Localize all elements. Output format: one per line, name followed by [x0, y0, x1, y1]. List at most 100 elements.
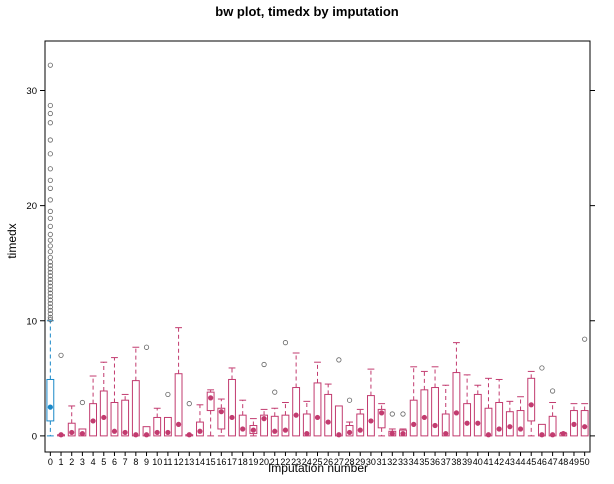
box-imputed-37 [441, 384, 450, 437]
median-dot [154, 429, 160, 436]
x-tick-label: 4 [91, 457, 96, 467]
box-imputed-42 [495, 378, 504, 437]
median-dot [282, 427, 289, 433]
box-iqr [131, 380, 140, 437]
median-dot [582, 424, 588, 430]
box-imputed-29 [356, 408, 365, 437]
outlier-point [47, 317, 53, 323]
x-tick-label: 34 [409, 457, 419, 467]
x-tick-label: 28 [345, 457, 355, 467]
median-dot [111, 428, 118, 434]
box-imputed-9 [142, 344, 151, 438]
median-dot [571, 421, 577, 427]
outlier-point [47, 300, 53, 307]
box-iqr [163, 416, 172, 437]
outlier-point [47, 290, 53, 296]
outlier-point [47, 185, 53, 191]
outlier-point [47, 197, 53, 203]
box-iqr [270, 415, 279, 437]
box-imputed-8 [131, 346, 140, 438]
box-iqr [238, 414, 247, 437]
outlier-point [47, 314, 53, 320]
box-iqr [174, 373, 183, 437]
median-dot [293, 412, 299, 418]
y-tick-label: 0 [32, 431, 37, 442]
box-imputed-1 [57, 352, 65, 438]
box-imputed-46 [537, 365, 546, 438]
median-dot [357, 427, 363, 433]
box-imputed-20 [260, 361, 268, 437]
x-tick-label: 13 [184, 457, 194, 467]
x-tick-label: 18 [238, 457, 248, 467]
outlier-point [47, 266, 53, 272]
box-imputed-15 [206, 389, 215, 437]
outlier-point [47, 62, 53, 68]
box-iqr [409, 399, 418, 437]
box-iqr [228, 378, 236, 437]
box-iqr [516, 410, 525, 437]
outlier-point [282, 340, 289, 346]
box-imputed-18 [238, 399, 247, 437]
box-imputed-24 [302, 400, 311, 437]
median-dot [379, 410, 385, 416]
y-axis-label: timedx [5, 223, 19, 258]
outlier-point [47, 249, 53, 255]
box-iqr [527, 377, 536, 422]
box-iqr [206, 391, 215, 412]
x-tick-label: 31 [377, 457, 387, 467]
outlier-point [400, 411, 406, 417]
outlier-point [272, 389, 278, 395]
box-imputed-30 [367, 368, 375, 437]
box-imputed-50 [580, 336, 589, 437]
outlier-point [389, 411, 395, 417]
box-imputed-43 [505, 400, 514, 437]
x-tick-label: 44 [516, 457, 526, 467]
x-tick-label: 47 [548, 457, 558, 467]
median-dot [304, 430, 310, 437]
x-tick-label: 20 [259, 457, 269, 467]
box-imputed-2 [67, 405, 76, 437]
median-dot [208, 395, 214, 401]
x-tick-label: 21 [270, 457, 280, 467]
box-iqr [580, 410, 589, 437]
median-dot [539, 432, 545, 438]
chart-title: bw plot, timedx by imputation [215, 4, 399, 19]
box-iqr [281, 414, 290, 437]
outlier-point [47, 287, 53, 293]
outlier-point [186, 401, 192, 407]
x-tick-label: 46 [537, 457, 547, 467]
box-iqr [324, 393, 333, 437]
median-dot [549, 432, 556, 438]
x-tick-label: 45 [526, 457, 536, 467]
box-imputed-7 [121, 393, 130, 437]
box-iqr [570, 410, 578, 437]
box-imputed-6 [110, 357, 119, 437]
median-dot [389, 430, 395, 437]
outlier-point [47, 297, 53, 303]
median-dot [58, 432, 64, 438]
box-iqr [67, 422, 76, 437]
x-tick-label: 26 [323, 457, 333, 467]
box-iqr [367, 395, 375, 437]
x-tick-label: 2 [69, 457, 74, 467]
outlier-point [47, 231, 53, 238]
y-tick-label: 10 [26, 316, 37, 327]
median-dot [90, 418, 96, 424]
box-iqr [260, 414, 268, 437]
median-dot [186, 432, 192, 438]
box-iqr [452, 372, 461, 437]
x-tick-label: 3 [80, 457, 85, 467]
outlier-point [143, 344, 150, 350]
box-iqr [484, 407, 493, 437]
outlier-point [549, 388, 556, 394]
outlier-point [47, 304, 53, 310]
median-dot [175, 421, 182, 427]
outlier-point [47, 311, 53, 317]
outlier-point [47, 307, 53, 313]
x-tick-label: 17 [227, 457, 237, 467]
box-iqr [217, 407, 226, 430]
median-dot [240, 426, 246, 432]
x-tick-label: 29 [355, 457, 365, 467]
median-dot [368, 418, 374, 424]
